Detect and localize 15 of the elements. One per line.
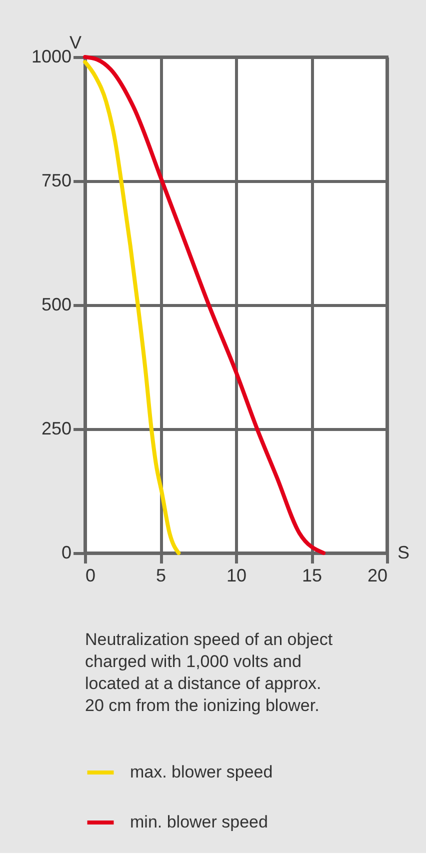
x-tick-label: 5 bbox=[156, 566, 166, 586]
x-tick-label: 20 bbox=[367, 566, 388, 586]
y-axis-title: V bbox=[69, 32, 82, 52]
y-tick-label: 500 bbox=[41, 294, 72, 314]
x-axis-title: S bbox=[398, 542, 410, 562]
y-tick-label: 250 bbox=[41, 418, 72, 438]
y-tick-label: 0 bbox=[61, 542, 72, 562]
y-tick-label: 750 bbox=[41, 170, 72, 190]
legend-label: min. blower speed bbox=[130, 812, 268, 832]
y-tick-label: 1000 bbox=[31, 46, 72, 66]
x-tick-label: 10 bbox=[226, 566, 247, 586]
text: Neutralization speed of an object charged with 1,000 volts and located at a distance of approx. 20 cm from the ionizing blower. bbox=[85, 630, 333, 715]
legend-label: max. blower speed bbox=[130, 762, 273, 782]
x-tick-label: 15 bbox=[302, 566, 322, 586]
x-tick-label: 0 bbox=[86, 566, 96, 586]
